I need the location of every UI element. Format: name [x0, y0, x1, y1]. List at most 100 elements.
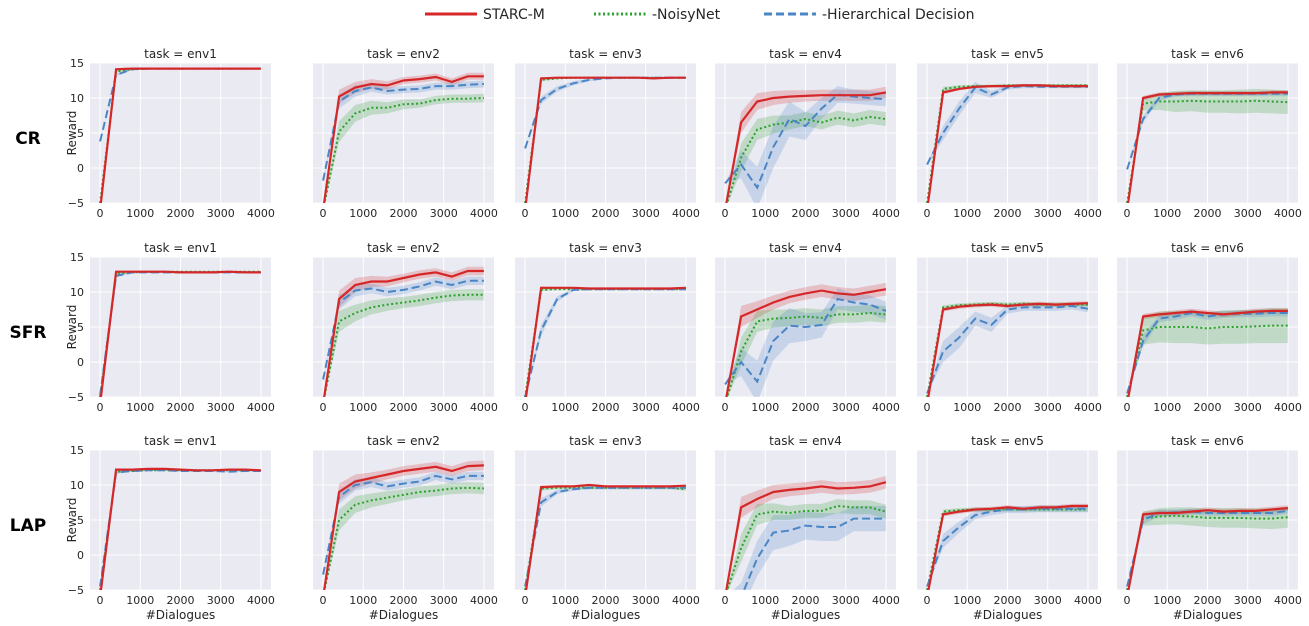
panel-title: task = env5 — [971, 434, 1044, 448]
panel-title: task = env3 — [569, 47, 642, 61]
x-tick-label: 3000 — [207, 594, 235, 607]
plot-marks — [322, 72, 484, 203]
x-axis-title: #Dialogues — [771, 608, 841, 622]
x-tick-label: 4000 — [1274, 207, 1302, 220]
x-tick-label: 3000 — [207, 401, 235, 414]
x-tick-label: 4000 — [247, 401, 275, 414]
x-tick-label: 1000 — [751, 401, 779, 414]
y-tick-label: 5 — [77, 321, 84, 334]
x-tick-label: 2000 — [1194, 207, 1222, 220]
series-line-starc-m — [1127, 507, 1288, 590]
x-axis-title: #Dialogues — [369, 608, 439, 622]
panel-sfr-3: task = env3 0 1000 2000 3000 4000 — [515, 241, 700, 414]
x-tick-label: 2000 — [994, 594, 1022, 607]
x-tick-label: 1000 — [1153, 401, 1181, 414]
x-tick-label: 4000 — [247, 207, 275, 220]
x-tick-label: 0 — [722, 207, 729, 220]
x-tick-label: 2000 — [792, 401, 820, 414]
panel-title: task = env2 — [367, 434, 440, 448]
y-tick-label: 0 — [77, 549, 84, 562]
x-tick-label: 4000 — [1074, 207, 1102, 220]
panel-cr-5: task = env5 0 1000 2000 3000 4000 — [917, 47, 1102, 220]
series-line-hierarchical-decision — [99, 469, 261, 587]
panel-title: task = env6 — [1171, 241, 1244, 255]
x-tick-label: 2000 — [592, 401, 620, 414]
series-line-hierarchical-decision — [724, 93, 886, 190]
series-line-noisynet — [726, 115, 887, 203]
plot-marks — [99, 67, 261, 203]
x-tick-label: 3000 — [832, 401, 860, 414]
panel-title: task = env1 — [144, 434, 217, 448]
x-tick-label: 0 — [1124, 401, 1131, 414]
series-line-noisynet — [99, 270, 261, 397]
x-tick-label: 4000 — [470, 594, 498, 607]
series-line-hierarchical-decision — [926, 85, 1088, 165]
series-line-starc-m — [927, 504, 1088, 590]
x-tick-label: 2000 — [1194, 594, 1222, 607]
legend-label: -NoisyNet — [652, 7, 721, 23]
y-tick-label: −5 — [68, 197, 84, 210]
y-tick-label: 15 — [70, 57, 84, 70]
legend-label: STARC-M — [483, 7, 545, 23]
series-line-starc-m — [524, 76, 686, 203]
x-axis-title: #Dialogues — [146, 608, 216, 622]
row-label: LAP — [10, 516, 46, 536]
x-tick-label: 0 — [924, 594, 931, 607]
series-line-hierarchical-decision — [1126, 311, 1288, 394]
series-line-starc-m — [323, 269, 484, 397]
y-tick-label: 10 — [70, 286, 84, 299]
x-axis-title: #Dialogues — [1173, 608, 1243, 622]
x-tick-label: 1000 — [126, 207, 154, 220]
x-tick-label: 3000 — [832, 594, 860, 607]
series-line-starc-m — [323, 464, 484, 590]
confidence-band-noisynet — [726, 304, 886, 397]
x-tick-label: 0 — [722, 594, 729, 607]
plot-marks — [524, 286, 686, 397]
panel-lap-3: task = env3 0 1000 2000 3000 4000 #Dialogues — [515, 434, 700, 622]
y-tick-label: 15 — [70, 251, 84, 264]
x-tick-label: 4000 — [470, 207, 498, 220]
x-tick-label: 2000 — [390, 207, 418, 220]
x-tick-label: 3000 — [1234, 594, 1262, 607]
panel-cr-2: task = env2 0 1000 2000 3000 4000 — [313, 47, 498, 220]
x-tick-label: 4000 — [1074, 401, 1102, 414]
row-label: CR — [15, 129, 41, 149]
x-tick-label: 4000 — [672, 594, 700, 607]
x-tick-label: 4000 — [872, 207, 900, 220]
x-tick-label: 3000 — [430, 594, 458, 607]
plot-marks — [725, 475, 887, 590]
x-tick-label: 2000 — [994, 401, 1022, 414]
x-tick-label: 0 — [97, 207, 104, 220]
y-tick-label: −5 — [68, 391, 84, 404]
x-tick-label: 2000 — [792, 594, 820, 607]
x-tick-label: 1000 — [126, 401, 154, 414]
series-line-noisynet — [323, 97, 484, 203]
x-tick-label: 0 — [924, 401, 931, 414]
panel-cr-4: task = env4 0 1000 2000 3000 4000 — [715, 47, 900, 220]
x-tick-label: 3000 — [632, 594, 660, 607]
x-tick-label: 1000 — [1153, 594, 1181, 607]
y-axis-title: Reward — [65, 111, 79, 156]
confidence-band-hierarchical-decision — [725, 288, 886, 397]
panel-lap-4: task = env4 0 1000 2000 3000 4000 #Dialogues — [715, 434, 900, 622]
x-tick-label: 2000 — [167, 401, 195, 414]
x-tick-label: 1000 — [349, 401, 377, 414]
plot-marks — [322, 460, 484, 590]
legend-label: -Hierarchical Decision — [822, 7, 975, 23]
panel-title: task = env4 — [769, 241, 842, 255]
x-tick-label: 3000 — [832, 207, 860, 220]
panel-sfr-6: task = env6 0 1000 2000 3000 4000 — [1117, 241, 1302, 414]
x-tick-label: 3000 — [430, 401, 458, 414]
series-line-noisynet — [323, 293, 484, 397]
confidence-band-starc-m — [928, 503, 1088, 590]
x-axis-title: #Dialogues — [973, 608, 1043, 622]
x-tick-label: 1000 — [953, 401, 981, 414]
x-tick-label: 3000 — [1234, 401, 1262, 414]
plot-marks — [926, 301, 1089, 397]
panel-title: task = env1 — [144, 47, 217, 61]
panel-lap-1: task = env1 0 1000 2000 3000 4000 −5 0 5 10 15 #Dia… — [68, 434, 275, 622]
series-line-hierarchical-decision — [926, 507, 1088, 587]
confidence-band-noisynet — [726, 109, 886, 203]
